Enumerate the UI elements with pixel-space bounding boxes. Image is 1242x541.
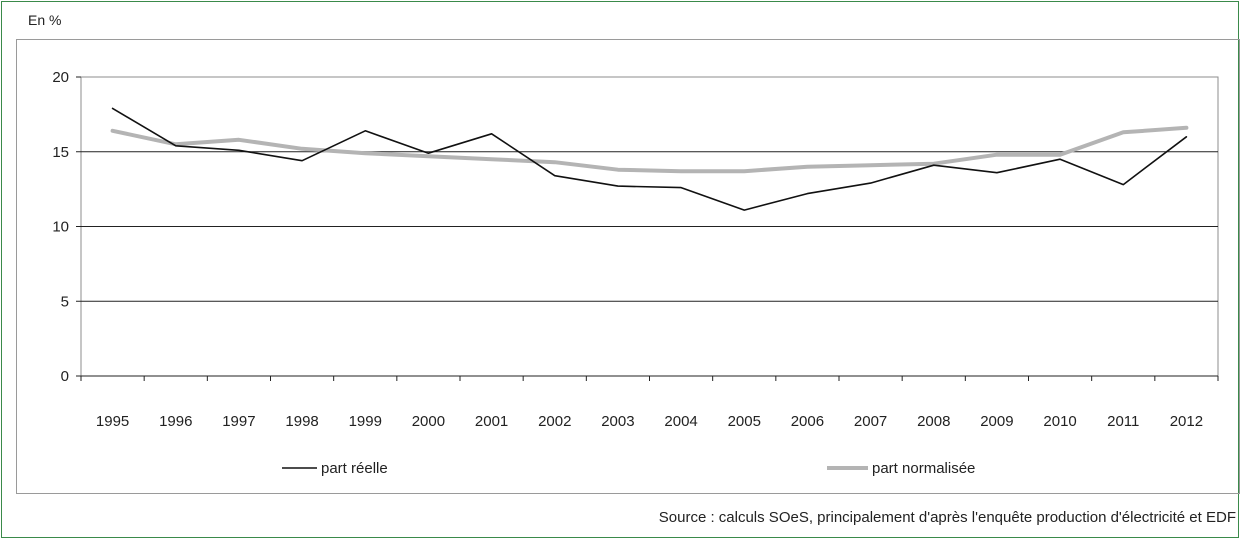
y-tick-label: 10: [52, 219, 69, 236]
x-tick-label: 2009: [980, 413, 1013, 430]
series-line-part-normalisee: [110, 125, 1189, 174]
x-tick-label: 2011: [1107, 413, 1139, 430]
x-tick-label: 2005: [728, 413, 761, 430]
y-tick-label: 20: [52, 69, 69, 86]
x-tick-label: 2001: [475, 413, 508, 430]
x-tick-label: 2000: [412, 413, 445, 430]
x-tick-label: 2006: [791, 413, 824, 430]
source-note: Source : calculs SOeS, principalement d'…: [658, 509, 1236, 526]
chart-box: [16, 39, 1240, 494]
x-tick-label: 2002: [538, 413, 571, 430]
x-tick-label: 1999: [349, 413, 382, 430]
x-tick-label: 1996: [159, 413, 192, 430]
legend-label: part réelle: [321, 460, 388, 477]
x-tick-label: 2008: [917, 413, 950, 430]
y-tick-label: 5: [61, 293, 69, 310]
x-tick-label: 1997: [222, 413, 255, 430]
x-tick-label: 2003: [601, 413, 634, 430]
y-tick-label: 0: [61, 368, 69, 385]
unit-label: En %: [28, 12, 62, 28]
x-tick-label: 2010: [1043, 413, 1076, 430]
legend-label: part normalisée: [872, 460, 975, 477]
y-tick-label: 15: [52, 144, 69, 161]
x-tick-label: 1998: [285, 413, 318, 430]
x-tick-label: 1995: [96, 413, 129, 430]
x-tick-label: 2007: [854, 413, 887, 430]
x-tick-label: 2012: [1170, 413, 1203, 430]
series-line-part-reelle: [111, 107, 1188, 211]
x-tick-label: 2004: [664, 413, 697, 430]
